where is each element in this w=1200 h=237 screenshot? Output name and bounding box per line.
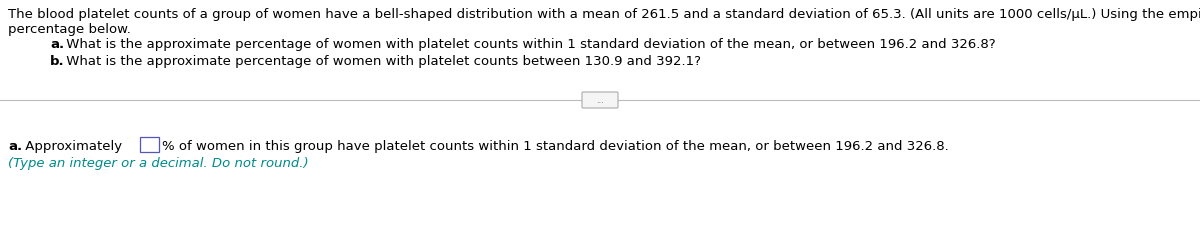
Text: (Type an integer or a decimal. Do not round.): (Type an integer or a decimal. Do not ro… (8, 157, 308, 170)
Text: percentage below.: percentage below. (8, 23, 131, 36)
Text: b.: b. (50, 55, 65, 68)
FancyBboxPatch shape (582, 92, 618, 108)
Text: Approximately: Approximately (22, 140, 126, 153)
Text: % of women in this group have platelet counts within 1 standard deviation of the: % of women in this group have platelet c… (162, 140, 949, 153)
FancyBboxPatch shape (139, 137, 158, 151)
Text: ...: ... (596, 96, 604, 105)
Text: What is the approximate percentage of women with platelet counts within 1 standa: What is the approximate percentage of wo… (62, 38, 996, 51)
Text: a.: a. (8, 140, 22, 153)
Text: The blood platelet counts of a group of women have a bell-shaped distribution wi: The blood platelet counts of a group of … (8, 8, 1200, 21)
Text: a.: a. (50, 38, 64, 51)
Text: What is the approximate percentage of women with platelet counts between 130.9 a: What is the approximate percentage of wo… (62, 55, 701, 68)
